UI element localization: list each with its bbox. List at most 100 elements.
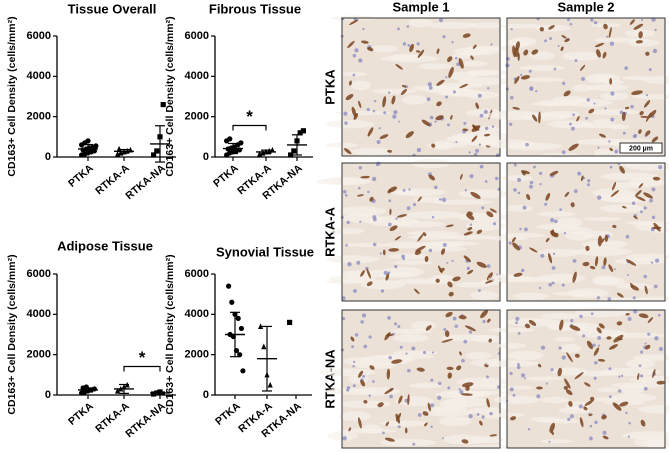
stained-cell (619, 165, 625, 174)
stained-cell (616, 321, 623, 326)
stained-cell (635, 190, 642, 197)
stained-cell (452, 276, 461, 282)
stained-cell (379, 134, 389, 140)
fiber (327, 431, 359, 441)
nucleus (617, 389, 622, 393)
nucleus (469, 174, 474, 179)
fiber (372, 88, 417, 95)
stained-cell (348, 427, 352, 432)
fiber (463, 45, 499, 56)
stained-cell (612, 402, 622, 411)
nucleus (464, 189, 468, 192)
fiber (567, 288, 610, 299)
fiber (633, 437, 669, 448)
fiber (438, 416, 472, 427)
nucleus (378, 127, 381, 130)
nucleus (626, 274, 629, 277)
data-point (297, 130, 303, 136)
stained-cell (460, 393, 473, 396)
fiber (509, 37, 537, 47)
fiber (576, 329, 627, 338)
nucleus (376, 140, 381, 145)
nucleus (624, 66, 628, 70)
fiber (340, 270, 376, 276)
stained-cell (388, 248, 399, 252)
nucleus (468, 330, 473, 334)
significance-bracket (232, 124, 267, 131)
stained-cell (351, 106, 357, 117)
fiber (388, 53, 424, 61)
stained-cell (456, 365, 462, 371)
fiber (325, 387, 376, 395)
fiber (444, 397, 492, 407)
stained-cell (625, 313, 630, 316)
data-point (269, 146, 275, 153)
nucleus (341, 316, 346, 321)
y-axis-label: CD163+ Cell Density (cells/mm²) (164, 16, 176, 176)
nucleus (486, 264, 491, 268)
y-tick-label: 0 (45, 389, 51, 401)
nucleus (570, 126, 575, 131)
stained-cell (603, 23, 608, 30)
nucleus (653, 284, 658, 289)
stained-cell (514, 47, 519, 58)
stained-cell (597, 358, 606, 362)
stained-cell (349, 19, 359, 26)
nucleus (597, 344, 601, 347)
nucleus (550, 218, 555, 223)
nucleus (645, 93, 649, 97)
stained-cell (638, 31, 643, 39)
stained-cell (343, 148, 352, 155)
fiber (465, 351, 492, 360)
nucleus (366, 107, 370, 112)
nucleus (517, 177, 522, 182)
fiber (441, 334, 497, 342)
nucleus (657, 313, 661, 317)
stained-cell (486, 211, 494, 218)
fiber (611, 382, 665, 389)
stained-cell (549, 422, 555, 433)
nucleus (434, 185, 438, 190)
nucleus (652, 48, 658, 54)
stained-cell (484, 133, 491, 137)
fiber (512, 292, 548, 300)
nucleus (481, 206, 485, 210)
stained-cell (554, 232, 559, 238)
nucleus (570, 319, 574, 323)
stained-cell (589, 265, 596, 270)
nucleus (387, 315, 391, 320)
micrograph (485, 307, 669, 449)
nucleus (521, 373, 526, 378)
stained-cell (358, 417, 362, 429)
stained-cell (444, 330, 450, 338)
y-tick-label: 2000 (27, 349, 51, 361)
fiber (395, 278, 445, 285)
stained-cell (608, 26, 612, 39)
stained-cell (366, 281, 373, 287)
nucleus (613, 268, 616, 271)
fiber (608, 124, 630, 130)
nucleus (509, 122, 513, 126)
y-tick-label: 0 (203, 389, 209, 401)
nucleus (544, 39, 547, 43)
nucleus (383, 111, 387, 115)
nucleus (452, 90, 456, 94)
nucleus (487, 87, 490, 90)
stained-cell (389, 225, 398, 231)
data-point (93, 143, 99, 149)
fiber (583, 216, 623, 221)
micrograph (484, 17, 669, 158)
stained-cell (549, 170, 559, 176)
fiber (406, 230, 460, 237)
stained-cell (529, 247, 538, 253)
nucleus (552, 252, 556, 255)
nucleus (572, 259, 577, 263)
stained-cell (608, 264, 614, 273)
stained-cell (635, 40, 643, 44)
nucleus (358, 58, 363, 63)
row-header: RTKA-NA (322, 349, 337, 409)
data-point (160, 101, 166, 108)
data-point (226, 283, 232, 289)
nucleus (368, 335, 372, 339)
